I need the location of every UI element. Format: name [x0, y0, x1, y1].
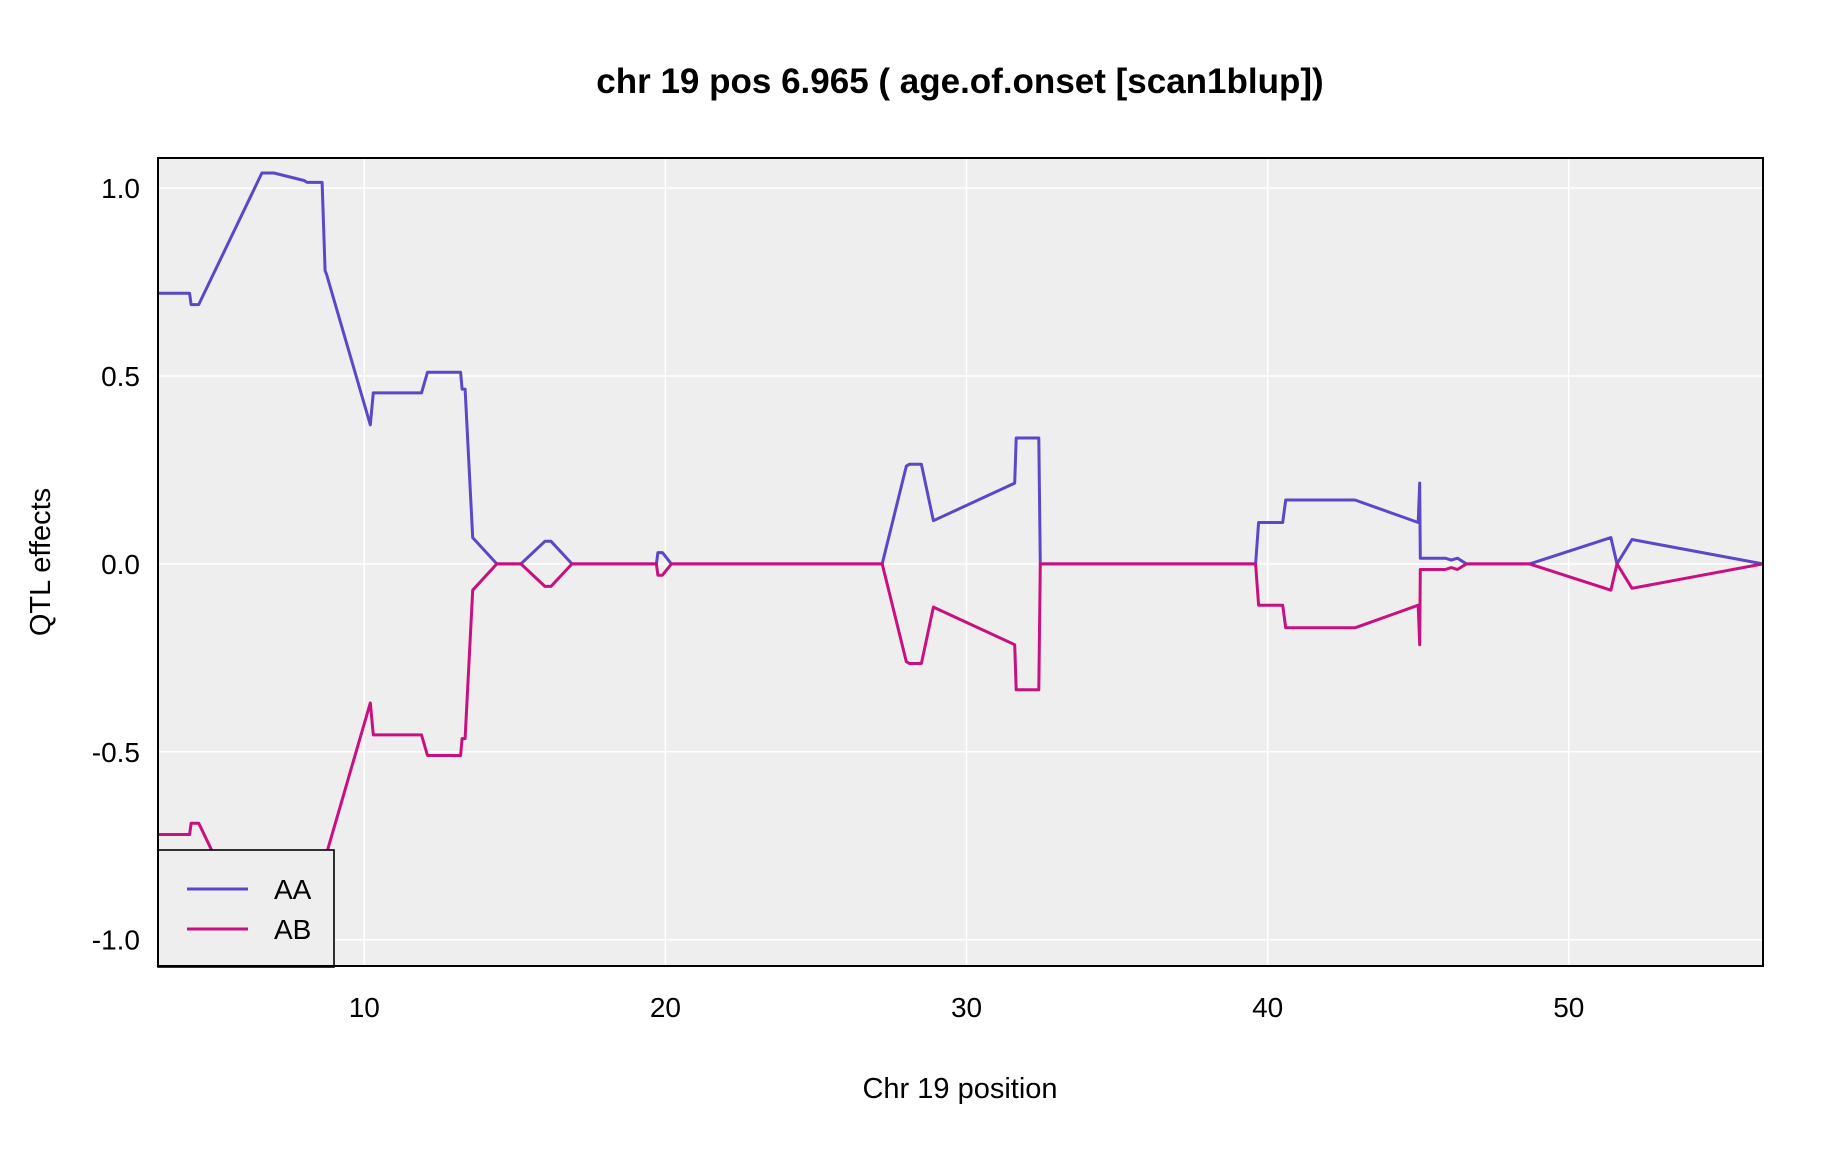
y-tick-label: 0.5 [101, 361, 140, 392]
x-tick-label: 10 [349, 992, 380, 1023]
chart-title: chr 19 pos 6.965 ( age.of.onset [scan1bl… [596, 62, 1323, 101]
plot-frame [157, 157, 1764, 967]
x-axis: 10 20 30 40 50 [349, 992, 1585, 1023]
y-tick-label: 0.0 [101, 549, 140, 580]
y-axis-label: QTL effects [25, 488, 57, 636]
y-axis: -1.0 -0.5 0.0 0.5 1.0 [92, 173, 140, 956]
y-tick-label: -0.5 [92, 737, 140, 768]
x-tick-label: 20 [650, 992, 681, 1023]
x-tick-label: 40 [1252, 992, 1283, 1023]
series-line-aa [158, 171, 1763, 566]
legend-box [157, 849, 335, 968]
x-tick-label: 50 [1553, 992, 1584, 1023]
legend-label-ab: AB [274, 914, 311, 945]
plot-panel [158, 158, 1763, 966]
y-tick-label: -1.0 [92, 925, 140, 956]
x-tick-label: 30 [951, 992, 982, 1023]
y-tick-label: 1.0 [101, 173, 140, 204]
x-axis-label: Chr 19 position [862, 1073, 1057, 1105]
legend: AA AB [157, 849, 335, 968]
legend-label-aa: AA [274, 874, 312, 905]
